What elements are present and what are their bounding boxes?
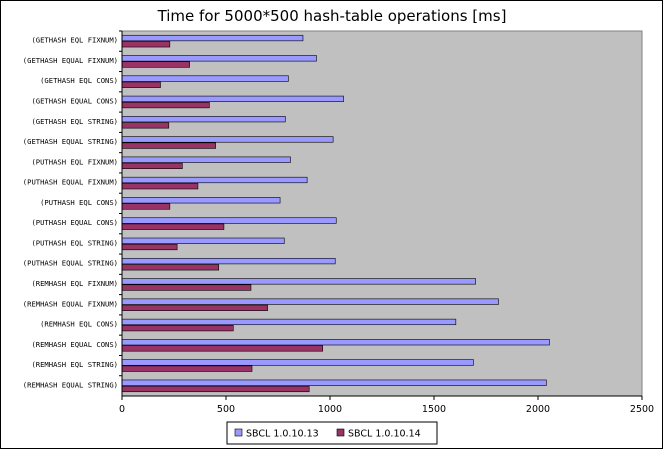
category-label: (GETHASH EQUAL FIXNUM) bbox=[23, 56, 118, 65]
category-label: (GETHASH EQUAL CONS) bbox=[31, 96, 118, 105]
category-label: (GETHASH EQL FIXNUM) bbox=[31, 36, 118, 45]
category-label: (PUTHASH EQUAL CONS) bbox=[31, 218, 118, 227]
category-label: (GETHASH EQL STRING) bbox=[31, 117, 118, 126]
x-tick-label: 2000 bbox=[526, 404, 550, 415]
bar-series-2 bbox=[121, 41, 171, 48]
legend: SBCL 1.0.10.13 SBCL 1.0.10.14 bbox=[226, 421, 438, 445]
bar-series-2 bbox=[121, 101, 210, 109]
bar-series-2 bbox=[121, 142, 216, 149]
bar-series-1 bbox=[121, 339, 550, 346]
bar-series-1 bbox=[121, 95, 344, 102]
bar-series-2 bbox=[121, 345, 324, 352]
chart-title: Time for 5000*500 hash-table operations … bbox=[157, 7, 507, 25]
bar-series-1 bbox=[121, 116, 286, 123]
x-tick-label: 1500 bbox=[422, 404, 446, 415]
bar-series-2 bbox=[121, 284, 252, 291]
bar-series-1 bbox=[121, 55, 317, 62]
bar-series-1 bbox=[121, 156, 291, 163]
category-label: (PUTHASH EQUAL STRING) bbox=[23, 259, 118, 268]
bar-series-1 bbox=[121, 298, 499, 305]
x-tick-label: 2500 bbox=[630, 404, 654, 415]
bar-series-2 bbox=[121, 304, 268, 311]
bar-series-2 bbox=[121, 264, 220, 271]
bars-group bbox=[121, 34, 550, 393]
bar-series-2 bbox=[121, 365, 253, 372]
bar-series-2 bbox=[121, 385, 310, 393]
bar-series-2 bbox=[121, 183, 199, 190]
bar-series-1 bbox=[121, 34, 304, 42]
bar-series-1 bbox=[121, 359, 474, 366]
category-label: (PUTHASH EQUAL FIXNUM) bbox=[23, 178, 118, 187]
category-label: (REMHASH EQUAL FIXNUM) bbox=[23, 299, 118, 308]
legend-box bbox=[226, 421, 438, 445]
bar-series-1 bbox=[121, 257, 336, 265]
x-tick-label: 1000 bbox=[318, 404, 342, 415]
category-label: (REMHASH EQL FIXNUM) bbox=[31, 279, 118, 288]
category-label: (REMHASH EQUAL STRING) bbox=[23, 380, 118, 389]
category-label: (REMHASH EQUAL CONS) bbox=[31, 340, 118, 349]
bar-series-1 bbox=[121, 176, 308, 184]
plot-area bbox=[121, 30, 643, 397]
bar-series-1 bbox=[121, 237, 285, 244]
category-label: (REMHASH EQL CONS) bbox=[40, 320, 118, 329]
category-label: (GETHASH EQL CONS) bbox=[40, 76, 118, 85]
x-axis: 0 500 1000 1500 2000 2500 bbox=[119, 30, 654, 415]
bar-series-2 bbox=[121, 61, 190, 68]
x-tick-label: 500 bbox=[217, 404, 235, 415]
bar-series-1 bbox=[121, 75, 289, 82]
category-label: (PUTHASH EQL STRING) bbox=[31, 238, 118, 247]
category-labels: (GETHASH EQL FIXNUM) (GETHASH EQUAL FIXNU… bbox=[23, 36, 118, 390]
category-label: (REMHASH EQL STRING) bbox=[31, 360, 118, 369]
legend-swatch bbox=[336, 428, 345, 437]
category-label: (PUTHASH EQL FIXNUM) bbox=[31, 157, 118, 166]
bar-series-2 bbox=[121, 162, 183, 170]
legend-label: SBCL 1.0.10.14 bbox=[348, 429, 421, 440]
bar-series-1 bbox=[121, 217, 337, 224]
bar-series-1 bbox=[121, 197, 281, 204]
legend-swatch bbox=[234, 428, 243, 437]
bar-series-2 bbox=[121, 122, 170, 129]
category-label: (GETHASH EQUAL STRING) bbox=[23, 137, 118, 146]
bar-series-2 bbox=[121, 203, 171, 210]
bar-series-2 bbox=[121, 223, 225, 230]
bar-series-2 bbox=[121, 81, 161, 88]
bar-series-1 bbox=[121, 136, 334, 143]
bar-series-1 bbox=[121, 318, 457, 326]
bar-series-2 bbox=[121, 325, 234, 332]
bar-series-2 bbox=[121, 243, 178, 251]
bar-series-1 bbox=[121, 278, 476, 285]
category-label: (PUTHASH EQL CONS) bbox=[40, 198, 118, 207]
legend-label: SBCL 1.0.10.13 bbox=[246, 429, 319, 440]
x-tick-label: 0 bbox=[119, 404, 125, 415]
bar-series-1 bbox=[121, 379, 547, 386]
